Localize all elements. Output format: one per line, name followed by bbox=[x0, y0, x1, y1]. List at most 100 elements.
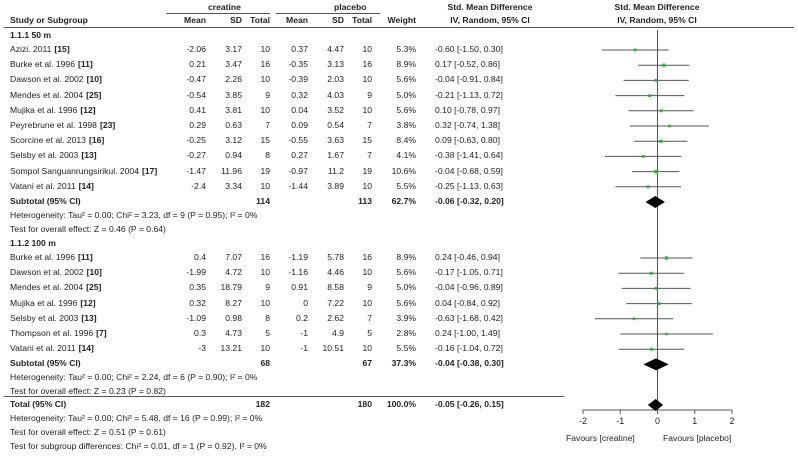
col-mean2-header: Mean bbox=[286, 15, 308, 25]
cell-m1: 0.3 bbox=[194, 328, 206, 338]
study-name-text: Vatani et al. 2011 bbox=[10, 180, 76, 191]
cell-n2: 7 bbox=[367, 150, 372, 161]
cell-m1: 0.32 bbox=[189, 297, 206, 308]
study-name: Selsby et al. 2003 [13] bbox=[10, 150, 97, 161]
study-name-text: Mujika et al. 1996 bbox=[10, 104, 78, 115]
cell-sd1: 2.26 bbox=[225, 74, 242, 85]
cell-n2: 15 bbox=[362, 135, 372, 146]
study-ref: [16] bbox=[88, 135, 105, 146]
cell-weight: 8.9% bbox=[396, 252, 416, 262]
study-name-text: Dawson et al. 2002 bbox=[10, 267, 84, 278]
cell-sd1: 11.96 bbox=[221, 165, 242, 176]
group2-header: placebo bbox=[334, 2, 367, 12]
study-name: Mendes et al. 2004 [25] bbox=[10, 282, 101, 293]
study-ref: [17] bbox=[142, 165, 158, 176]
cell-sd1: 18.79 bbox=[220, 282, 242, 293]
study-ref: [11] bbox=[77, 252, 93, 262]
cell-ci: 0.32 [-0.74, 1.38] bbox=[435, 120, 500, 130]
cell-sd2: 3.13 bbox=[327, 59, 344, 70]
cell-m1: 0.4 bbox=[194, 252, 206, 262]
study-ref: [13] bbox=[81, 312, 97, 323]
cell-m2: -1.44 bbox=[288, 180, 308, 191]
cell-m1: -0.47 bbox=[186, 74, 206, 85]
subgroup-differences: Test for subgroup differences: Chi² = 0.… bbox=[10, 441, 267, 451]
cell-sd2: 0.54 bbox=[327, 120, 344, 130]
study-name-text: Dawson et al. 2002 bbox=[10, 74, 84, 85]
cell-n2: 10 bbox=[362, 267, 372, 278]
total-label: Total (95% CI) bbox=[10, 399, 67, 409]
cell-n2: 16 bbox=[362, 252, 372, 262]
cell-m1: 0.35 bbox=[189, 282, 206, 293]
study-name: Dawson et al. 2002 [10] bbox=[10, 74, 102, 85]
total-heterogeneity: Heterogeneity: Tau² = 0.00; Chi² = 5.48,… bbox=[10, 413, 263, 423]
cell-m2: 0.91 bbox=[291, 282, 308, 293]
cell-sd2: 3.63 bbox=[327, 135, 344, 146]
cell-sd1: 4.73 bbox=[225, 328, 242, 338]
cell-ci: -0.60 [-1.50, 0.30] bbox=[435, 44, 503, 54]
cell-sd1: 13.21 bbox=[220, 343, 242, 354]
cell-m1: -2.4 bbox=[191, 180, 206, 191]
cell-n2: 5 bbox=[367, 328, 372, 338]
cell-ci: -0.25 [-1.13, 0.63] bbox=[435, 180, 503, 191]
cell-weight: 8.4% bbox=[396, 135, 416, 146]
cell-n1: 10 bbox=[260, 297, 270, 308]
x-tick-label: 0 bbox=[655, 416, 660, 426]
cell-n2: 16 bbox=[362, 59, 372, 70]
study-ref: [23] bbox=[99, 120, 116, 130]
cell-n1: 10 bbox=[260, 343, 270, 354]
group2-header-rule bbox=[276, 13, 380, 14]
cell-m2: -0.39 bbox=[288, 74, 308, 85]
point-estimate bbox=[646, 185, 650, 189]
subtotal-weight: 37.3% bbox=[391, 358, 416, 369]
cell-ci: -0.21 [-1.13, 0.72] bbox=[435, 89, 503, 100]
cell-m2: 0.27 bbox=[291, 150, 308, 161]
total-n1: 182 bbox=[255, 399, 270, 409]
cell-n2: 10 bbox=[362, 343, 372, 354]
heterogeneity-text: Heterogeneity: Tau² = 0.00; Chi² = 3.23,… bbox=[10, 210, 258, 220]
cell-n2: 10 bbox=[362, 297, 372, 308]
cell-sd2: 8.58 bbox=[327, 282, 344, 293]
cell-weight: 5.0% bbox=[396, 89, 416, 100]
study-name: Burke et al. 1996 [11] bbox=[10, 59, 93, 70]
cell-ci: 0.10 [-0.78, 0.97] bbox=[435, 104, 500, 115]
cell-weight: 3.9% bbox=[396, 312, 416, 323]
cell-weight: 5.6% bbox=[396, 267, 416, 278]
study-name: Burke et al. 1996 [11] bbox=[10, 252, 93, 263]
study-name: Vatani et al. 2011 [14] bbox=[10, 343, 94, 354]
cell-n2: 10 bbox=[362, 104, 372, 115]
col-sd2-header: SD bbox=[332, 15, 344, 25]
cell-sd1: 3.12 bbox=[225, 135, 242, 146]
total-n2: 180 bbox=[357, 399, 372, 409]
cell-sd1: 3.47 bbox=[225, 59, 242, 70]
cell-m2: -1 bbox=[300, 343, 308, 354]
cell-ci: -0.38 [-1.41, 0.64] bbox=[435, 150, 503, 161]
overall-diamond bbox=[647, 399, 664, 411]
study-name: Thompson et al. 1996 [7] bbox=[10, 328, 107, 339]
cell-n2: 7 bbox=[367, 312, 372, 323]
cell-ci: -0.16 [-1.04, 0.72] bbox=[435, 343, 503, 354]
cell-sd2: 4.46 bbox=[327, 267, 344, 278]
cell-m2: 0.32 bbox=[291, 89, 308, 100]
point-estimate bbox=[665, 332, 668, 336]
cell-ci: -0.63 [-1.68, 0.42] bbox=[435, 312, 503, 323]
cell-m2: 0.04 bbox=[291, 104, 308, 115]
cell-m2: -1.19 bbox=[288, 252, 308, 262]
subtotal-label: Subtotal (95% CI) bbox=[10, 196, 81, 206]
study-name-text: Peyrebrune et al. 1998 bbox=[10, 120, 97, 130]
study-ref: [11] bbox=[77, 59, 93, 70]
study-name: Azizi. 2011 [15] bbox=[10, 44, 70, 55]
cell-n1: 8 bbox=[265, 150, 270, 161]
cell-m2: 0.37 bbox=[291, 44, 308, 54]
cell-n1: 16 bbox=[260, 252, 270, 262]
cell-ci: 0.17 [-0.52, 0.86] bbox=[435, 59, 500, 70]
cell-ci: -0.04 [-0.96, 0.89] bbox=[435, 282, 503, 293]
cell-m2: -1 bbox=[300, 328, 308, 338]
cell-sd1: 3.81 bbox=[225, 104, 242, 115]
study-name: Sompol Sanguanrungsirikul. 2004 [17] bbox=[10, 166, 157, 177]
col-total1-header: Total bbox=[250, 15, 270, 25]
study-name: Dawson et al. 2002 [10] bbox=[10, 267, 102, 278]
study-name-text: Mendes et al. 2004 bbox=[10, 282, 84, 293]
cell-weight: 5.6% bbox=[396, 74, 416, 85]
study-name: Mendes et al. 2004 [25] bbox=[10, 90, 101, 101]
cell-n2: 10 bbox=[362, 180, 372, 191]
